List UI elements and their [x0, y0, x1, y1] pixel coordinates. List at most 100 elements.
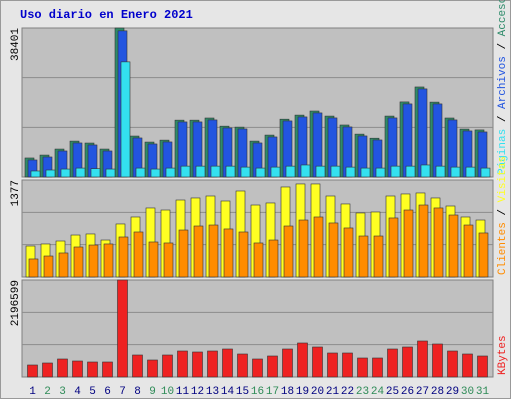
bar [342, 352, 353, 378]
x-tick-label: 19 [296, 386, 309, 398]
x-tick-label: 14 [221, 386, 235, 398]
bar [42, 362, 53, 378]
x-tick-label: 16 [251, 386, 264, 398]
x-tick-label: 13 [206, 386, 219, 398]
legend-separator: / [497, 36, 509, 56]
legend-separator: / [497, 202, 509, 222]
bar [345, 166, 356, 178]
bar [117, 279, 128, 378]
bar [402, 346, 413, 378]
bar [238, 231, 249, 278]
bar [147, 359, 158, 378]
bar [60, 168, 71, 178]
bar [328, 222, 339, 278]
bar [375, 167, 386, 178]
legend-entry: Páginas [497, 129, 509, 175]
bar [450, 166, 461, 178]
bar [418, 204, 429, 278]
bar [223, 228, 234, 278]
bar [285, 165, 296, 178]
x-tick-label: 25 [386, 386, 399, 398]
bar [435, 165, 446, 178]
x-tick-label: 28 [431, 386, 444, 398]
bar [118, 236, 129, 278]
bar [315, 165, 326, 178]
legend-entry: Accesos [497, 0, 509, 36]
x-tick-label: 12 [191, 386, 204, 398]
bar [268, 239, 279, 278]
bar [267, 355, 278, 378]
legend: KBytes [497, 335, 509, 375]
bar [150, 168, 161, 178]
x-tick-label: 11 [176, 386, 190, 398]
bar [373, 235, 384, 278]
bar [330, 165, 341, 178]
x-tick-label: 21 [326, 386, 340, 398]
x-tick-label: 26 [401, 386, 414, 398]
bar [313, 216, 324, 278]
legend-entry: Clientes [497, 222, 509, 275]
bar [148, 241, 159, 278]
bar [255, 167, 266, 178]
bar [388, 217, 399, 278]
bar [132, 354, 143, 378]
x-tick-label: 2 [44, 386, 51, 398]
bar [390, 165, 401, 178]
x-tick-label: 31 [476, 386, 490, 398]
bar [87, 361, 98, 378]
x-tick-label: 1 [29, 386, 36, 398]
x-tick-label: 3 [59, 386, 66, 398]
bar [177, 350, 188, 378]
bar [433, 207, 444, 278]
bar [72, 360, 83, 378]
x-tick-label: 18 [281, 386, 294, 398]
x-tick-label: 27 [416, 386, 429, 398]
bar [297, 342, 308, 378]
legend-entry: KBytes [497, 335, 509, 375]
bar [403, 209, 414, 278]
legend: Clientes / Visitas [497, 156, 509, 275]
bar [420, 164, 431, 178]
bar [90, 168, 101, 178]
x-tick-label: 29 [446, 386, 459, 398]
bar [372, 357, 383, 378]
bar [163, 242, 174, 278]
bar [120, 61, 131, 178]
x-tick-label: 24 [371, 386, 385, 398]
x-tick-label: 8 [134, 386, 141, 398]
bar [417, 340, 428, 378]
bar [222, 348, 233, 378]
x-tick-label: 4 [74, 386, 81, 398]
x-tick-label: 6 [104, 386, 111, 398]
chart-title: Uso diario en Enero 2021 [20, 8, 193, 22]
bar [73, 246, 84, 278]
x-tick-label: 5 [89, 386, 96, 398]
bar [298, 219, 309, 278]
bar [448, 214, 459, 278]
bar [463, 224, 474, 278]
bar [208, 224, 219, 278]
bar [178, 229, 189, 278]
bar [240, 166, 251, 178]
bar [252, 358, 263, 378]
legend-entry: Visitas [497, 156, 509, 202]
bar [162, 354, 173, 378]
bar [270, 166, 281, 178]
x-tick-label: 9 [149, 386, 156, 398]
bar [88, 244, 99, 278]
x-tick-label: 10 [161, 386, 174, 398]
bar [477, 355, 488, 378]
bar [327, 352, 338, 378]
bar [387, 348, 398, 378]
x-tick-label: 15 [236, 386, 249, 398]
x-tick-label: 17 [266, 386, 279, 398]
bar [133, 231, 144, 278]
bar [57, 358, 68, 378]
bar [253, 242, 264, 278]
bar [135, 167, 146, 178]
bar [417, 88, 428, 178]
x-tick-label: 20 [311, 386, 324, 398]
x-tick-label: 30 [461, 386, 474, 398]
y-tick-label: 38401 [10, 28, 22, 61]
